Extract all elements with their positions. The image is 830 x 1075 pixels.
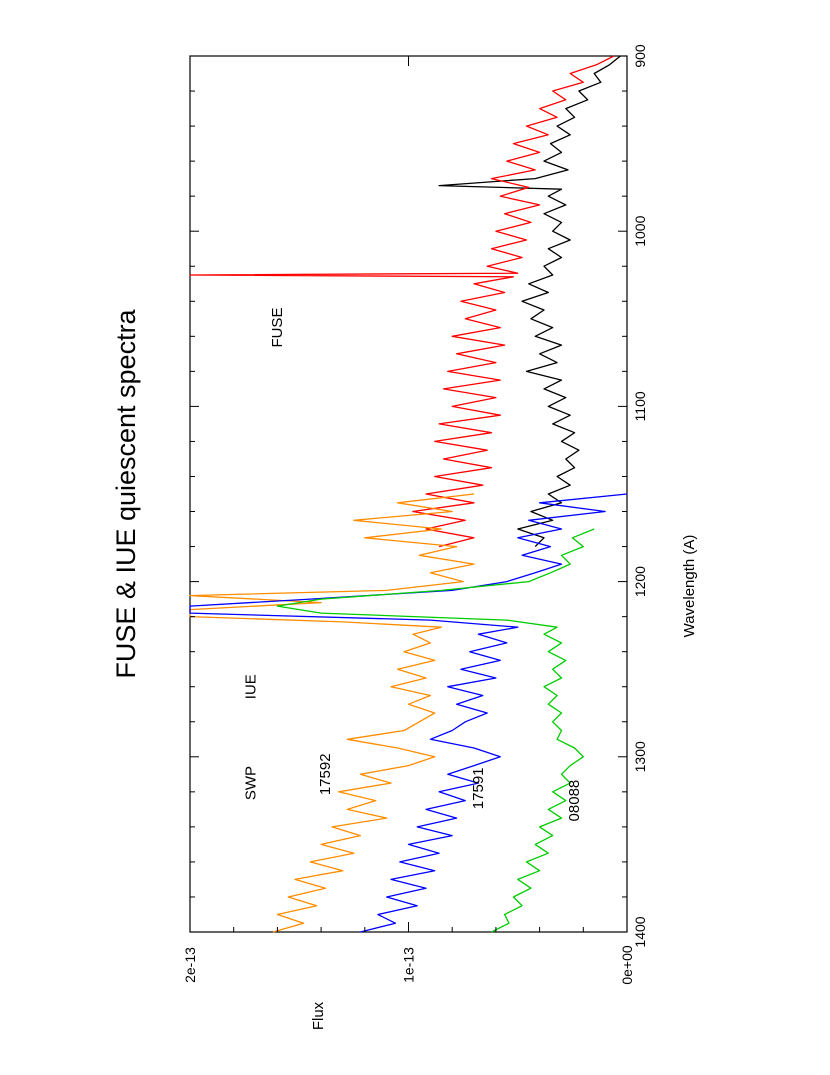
annotation-label: IUE xyxy=(243,674,260,699)
annotation-label: 17592 xyxy=(317,753,334,795)
y-tick-label: 0e+00 xyxy=(619,945,635,985)
annotation-label: 17591 xyxy=(470,767,487,809)
y-tick-label: 1e-13 xyxy=(401,947,417,983)
series-line-0 xyxy=(438,55,621,548)
series-line-2 xyxy=(189,493,475,933)
x-tick-label: 1000 xyxy=(632,215,648,246)
annotation-layer: FUSE IUE SWP 17592 17591 08088 xyxy=(243,308,583,822)
series-layer xyxy=(189,55,628,933)
y-tick-label: 2e-13 xyxy=(182,947,198,983)
y-axis-label: Flux xyxy=(310,1001,327,1030)
x-tick-label: 1400 xyxy=(632,916,648,947)
series-line-4 xyxy=(276,528,595,933)
chart-title: FUSE & IUE quiescent spectra xyxy=(111,308,141,678)
x-tick-label: 1300 xyxy=(632,741,648,772)
x-tick-label: 1100 xyxy=(632,391,648,421)
x-axis-label: Wavelength (A) xyxy=(681,535,698,638)
series-line-1 xyxy=(189,55,615,548)
series-line-3 xyxy=(189,493,628,933)
annotation-label: SWP xyxy=(243,766,260,800)
x-tick-label: 900 xyxy=(632,44,648,68)
x-tick-label: 1200 xyxy=(632,566,648,597)
annotation-label: 08088 xyxy=(566,780,583,822)
annotation-label: FUSE xyxy=(269,308,286,348)
